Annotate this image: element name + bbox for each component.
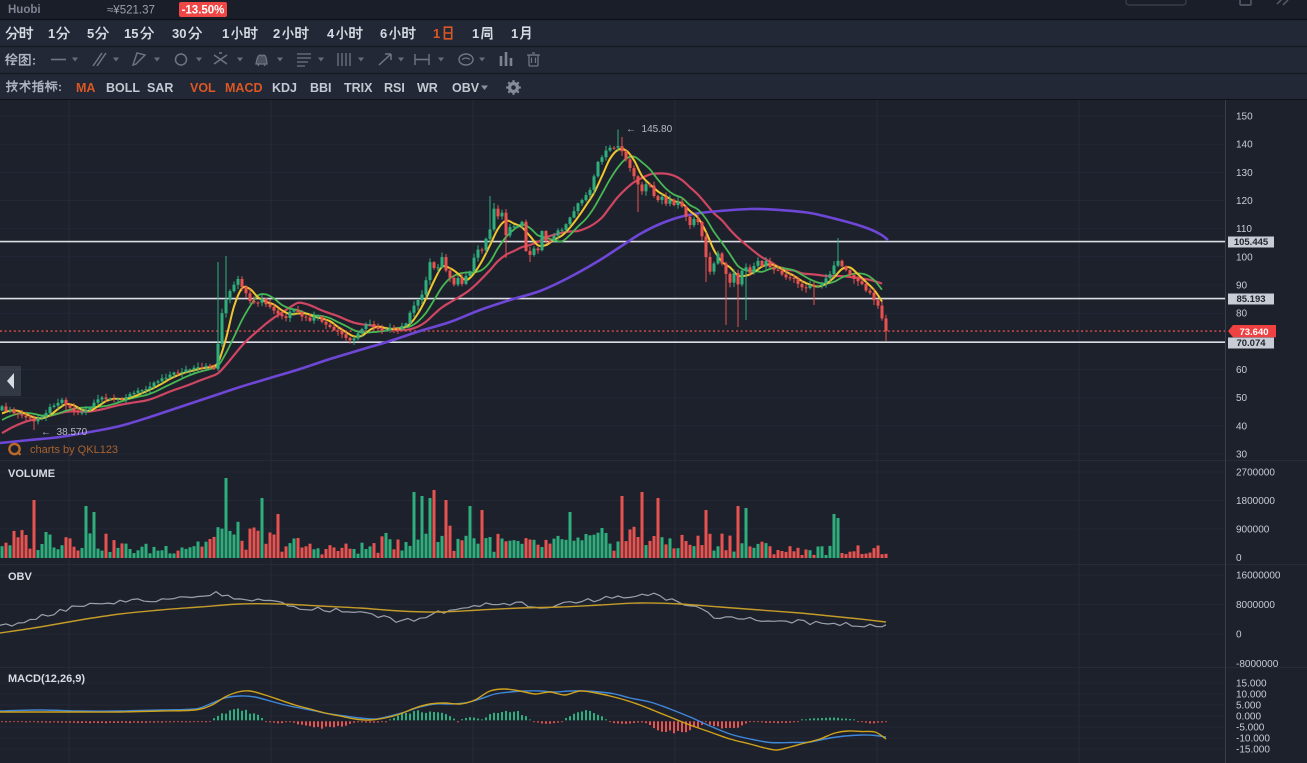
svg-text:MA: MA [76,81,95,95]
svg-text:110: 110 [1236,224,1252,235]
svg-text:2700000: 2700000 [1236,468,1275,479]
svg-text:0: 0 [1236,553,1242,564]
svg-text:SAR: SAR [147,81,173,95]
svg-text:5.000: 5.000 [1236,701,1261,712]
svg-text:70.074: 70.074 [1236,338,1266,349]
svg-text:OBV: OBV [8,571,33,583]
svg-text:VOLUME: VOLUME [8,468,55,480]
svg-text:15: 15 [124,26,138,41]
svg-text:MACD(12,26,9): MACD(12,26,9) [8,673,85,685]
svg-text:1: 1 [472,26,479,41]
svg-text:OBV: OBV [452,81,480,95]
svg-text:-5.000: -5.000 [1236,723,1265,734]
svg-text:KDJ: KDJ [272,81,297,95]
svg-text::: : [32,54,36,68]
svg-text:-15.000: -15.000 [1236,745,1270,756]
svg-text:6: 6 [380,26,387,41]
svg-text:100: 100 [1236,252,1253,263]
svg-text:-10.000: -10.000 [1236,734,1270,745]
svg-text:5: 5 [87,26,94,41]
svg-text:RSI: RSI [384,81,405,95]
svg-text:BBI: BBI [310,81,332,95]
svg-text:40: 40 [1236,421,1248,432]
svg-text:10.000: 10.000 [1236,690,1267,701]
svg-text:130: 130 [1236,168,1253,179]
svg-text:charts by QKL123: charts by QKL123 [30,444,118,456]
svg-text:← 38.570: ← 38.570 [41,427,88,438]
svg-text:90: 90 [1236,281,1248,292]
svg-text::: : [58,80,62,94]
svg-text:85.193: 85.193 [1236,294,1265,305]
svg-text:8000000: 8000000 [1236,600,1275,611]
svg-text:← 145.80: ← 145.80 [626,124,673,135]
svg-text:1: 1 [511,26,518,41]
svg-text:0.000: 0.000 [1236,712,1261,723]
svg-text:16000000: 16000000 [1236,571,1281,582]
svg-text:BOLL: BOLL [106,81,140,95]
svg-text:105.445: 105.445 [1234,237,1269,248]
svg-text:1: 1 [433,26,440,41]
svg-text:80: 80 [1236,309,1248,320]
svg-text:150: 150 [1236,112,1253,123]
svg-text:-8000000: -8000000 [1236,659,1279,670]
svg-text:1: 1 [48,26,55,41]
svg-text:15.000: 15.000 [1236,679,1267,690]
svg-text:0: 0 [1236,630,1242,641]
svg-text:140: 140 [1236,140,1253,151]
svg-text:1800000: 1800000 [1236,496,1275,507]
svg-text:120: 120 [1236,196,1253,207]
svg-text:Huobi: Huobi [8,4,41,16]
svg-text:30: 30 [1236,450,1248,461]
svg-text:1: 1 [222,26,229,41]
svg-text:TRIX: TRIX [344,81,373,95]
svg-text:WR: WR [417,81,438,95]
svg-text:VOL: VOL [190,81,216,95]
svg-text:MACD: MACD [225,81,263,95]
svg-text:-13.50%: -13.50% [182,5,225,17]
svg-text:60: 60 [1236,365,1248,376]
svg-text:2: 2 [273,26,280,41]
svg-text:≈¥521.37: ≈¥521.37 [107,5,155,17]
svg-text:900000: 900000 [1236,525,1270,536]
svg-text:30: 30 [172,26,186,41]
svg-text:4: 4 [327,26,335,41]
svg-text:73.640: 73.640 [1239,327,1268,338]
svg-text:50: 50 [1236,393,1248,404]
